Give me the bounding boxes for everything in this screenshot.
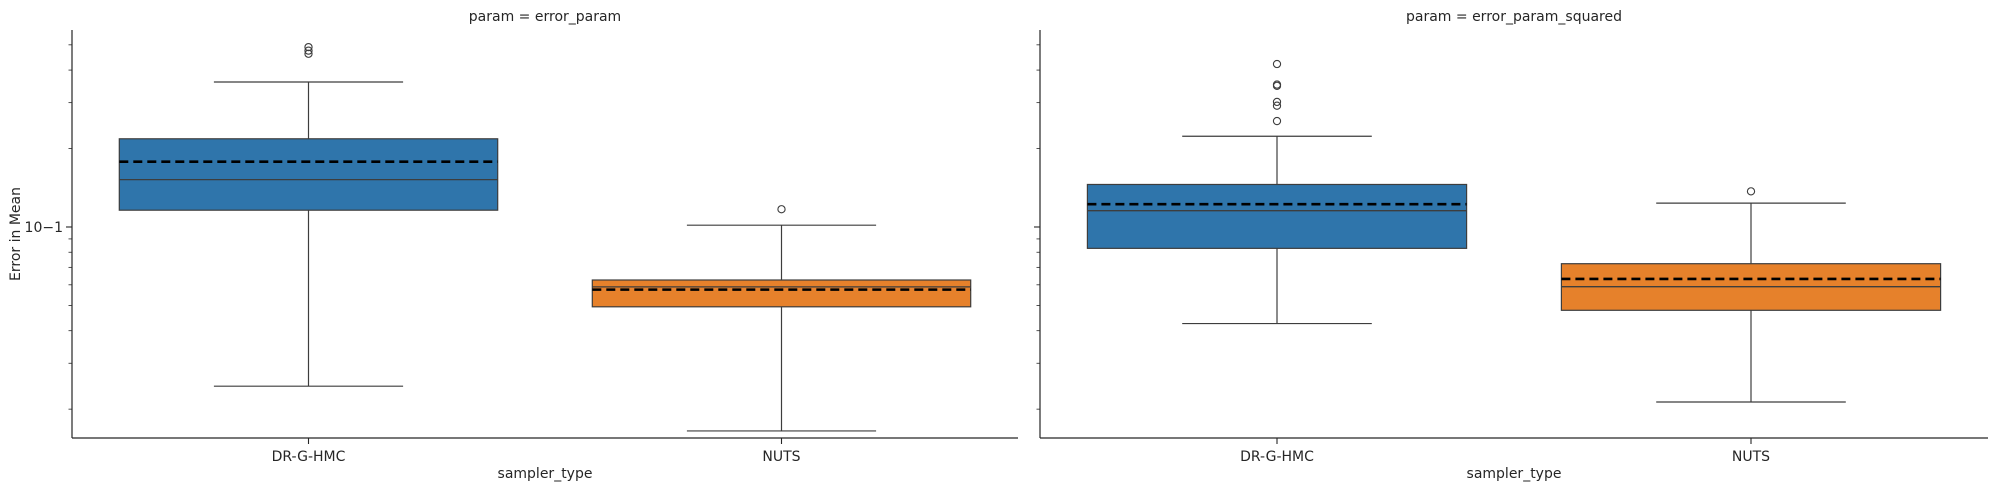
x-axis-label: sampler_type bbox=[498, 466, 593, 482]
x-tick-label: NUTS bbox=[762, 449, 800, 465]
x-tick-label: DR-G-HMC bbox=[272, 449, 346, 465]
iqr-box bbox=[1086, 183, 1468, 249]
outlier-point bbox=[1746, 187, 1756, 196]
outlier-point bbox=[304, 42, 313, 52]
x-tick-label: NUTS bbox=[1732, 449, 1770, 465]
iqr-box bbox=[591, 279, 972, 308]
outlier-point bbox=[304, 46, 313, 55]
outlier-point bbox=[1272, 80, 1282, 89]
outlier-point bbox=[1272, 101, 1282, 110]
x-axis-label: sampler_type bbox=[1467, 466, 1562, 482]
facet-title: param = error_param bbox=[469, 9, 621, 25]
outlier-point bbox=[777, 205, 786, 214]
facet-panel-2: param = error_param_squared sampler_type D… bbox=[1034, 9, 1988, 482]
y-axis-label: Error in Mean bbox=[8, 187, 24, 281]
facet-title: param = error_param_squared bbox=[1406, 9, 1622, 25]
y-tick-label: 10−1 bbox=[25, 220, 63, 236]
x-tick-label: DR-G-HMC bbox=[1240, 449, 1314, 465]
box-dr-g-hmc: DR-G-HMC bbox=[1086, 59, 1468, 465]
outlier-point bbox=[1272, 59, 1282, 69]
box-nuts: NUTS bbox=[591, 205, 972, 465]
box-dr-g-hmc: DR-G-HMC bbox=[118, 42, 499, 465]
box-nuts: NUTS bbox=[1560, 187, 1942, 465]
outlier-point bbox=[1272, 97, 1282, 107]
outlier-point bbox=[1272, 116, 1282, 126]
iqr-box bbox=[118, 138, 499, 211]
